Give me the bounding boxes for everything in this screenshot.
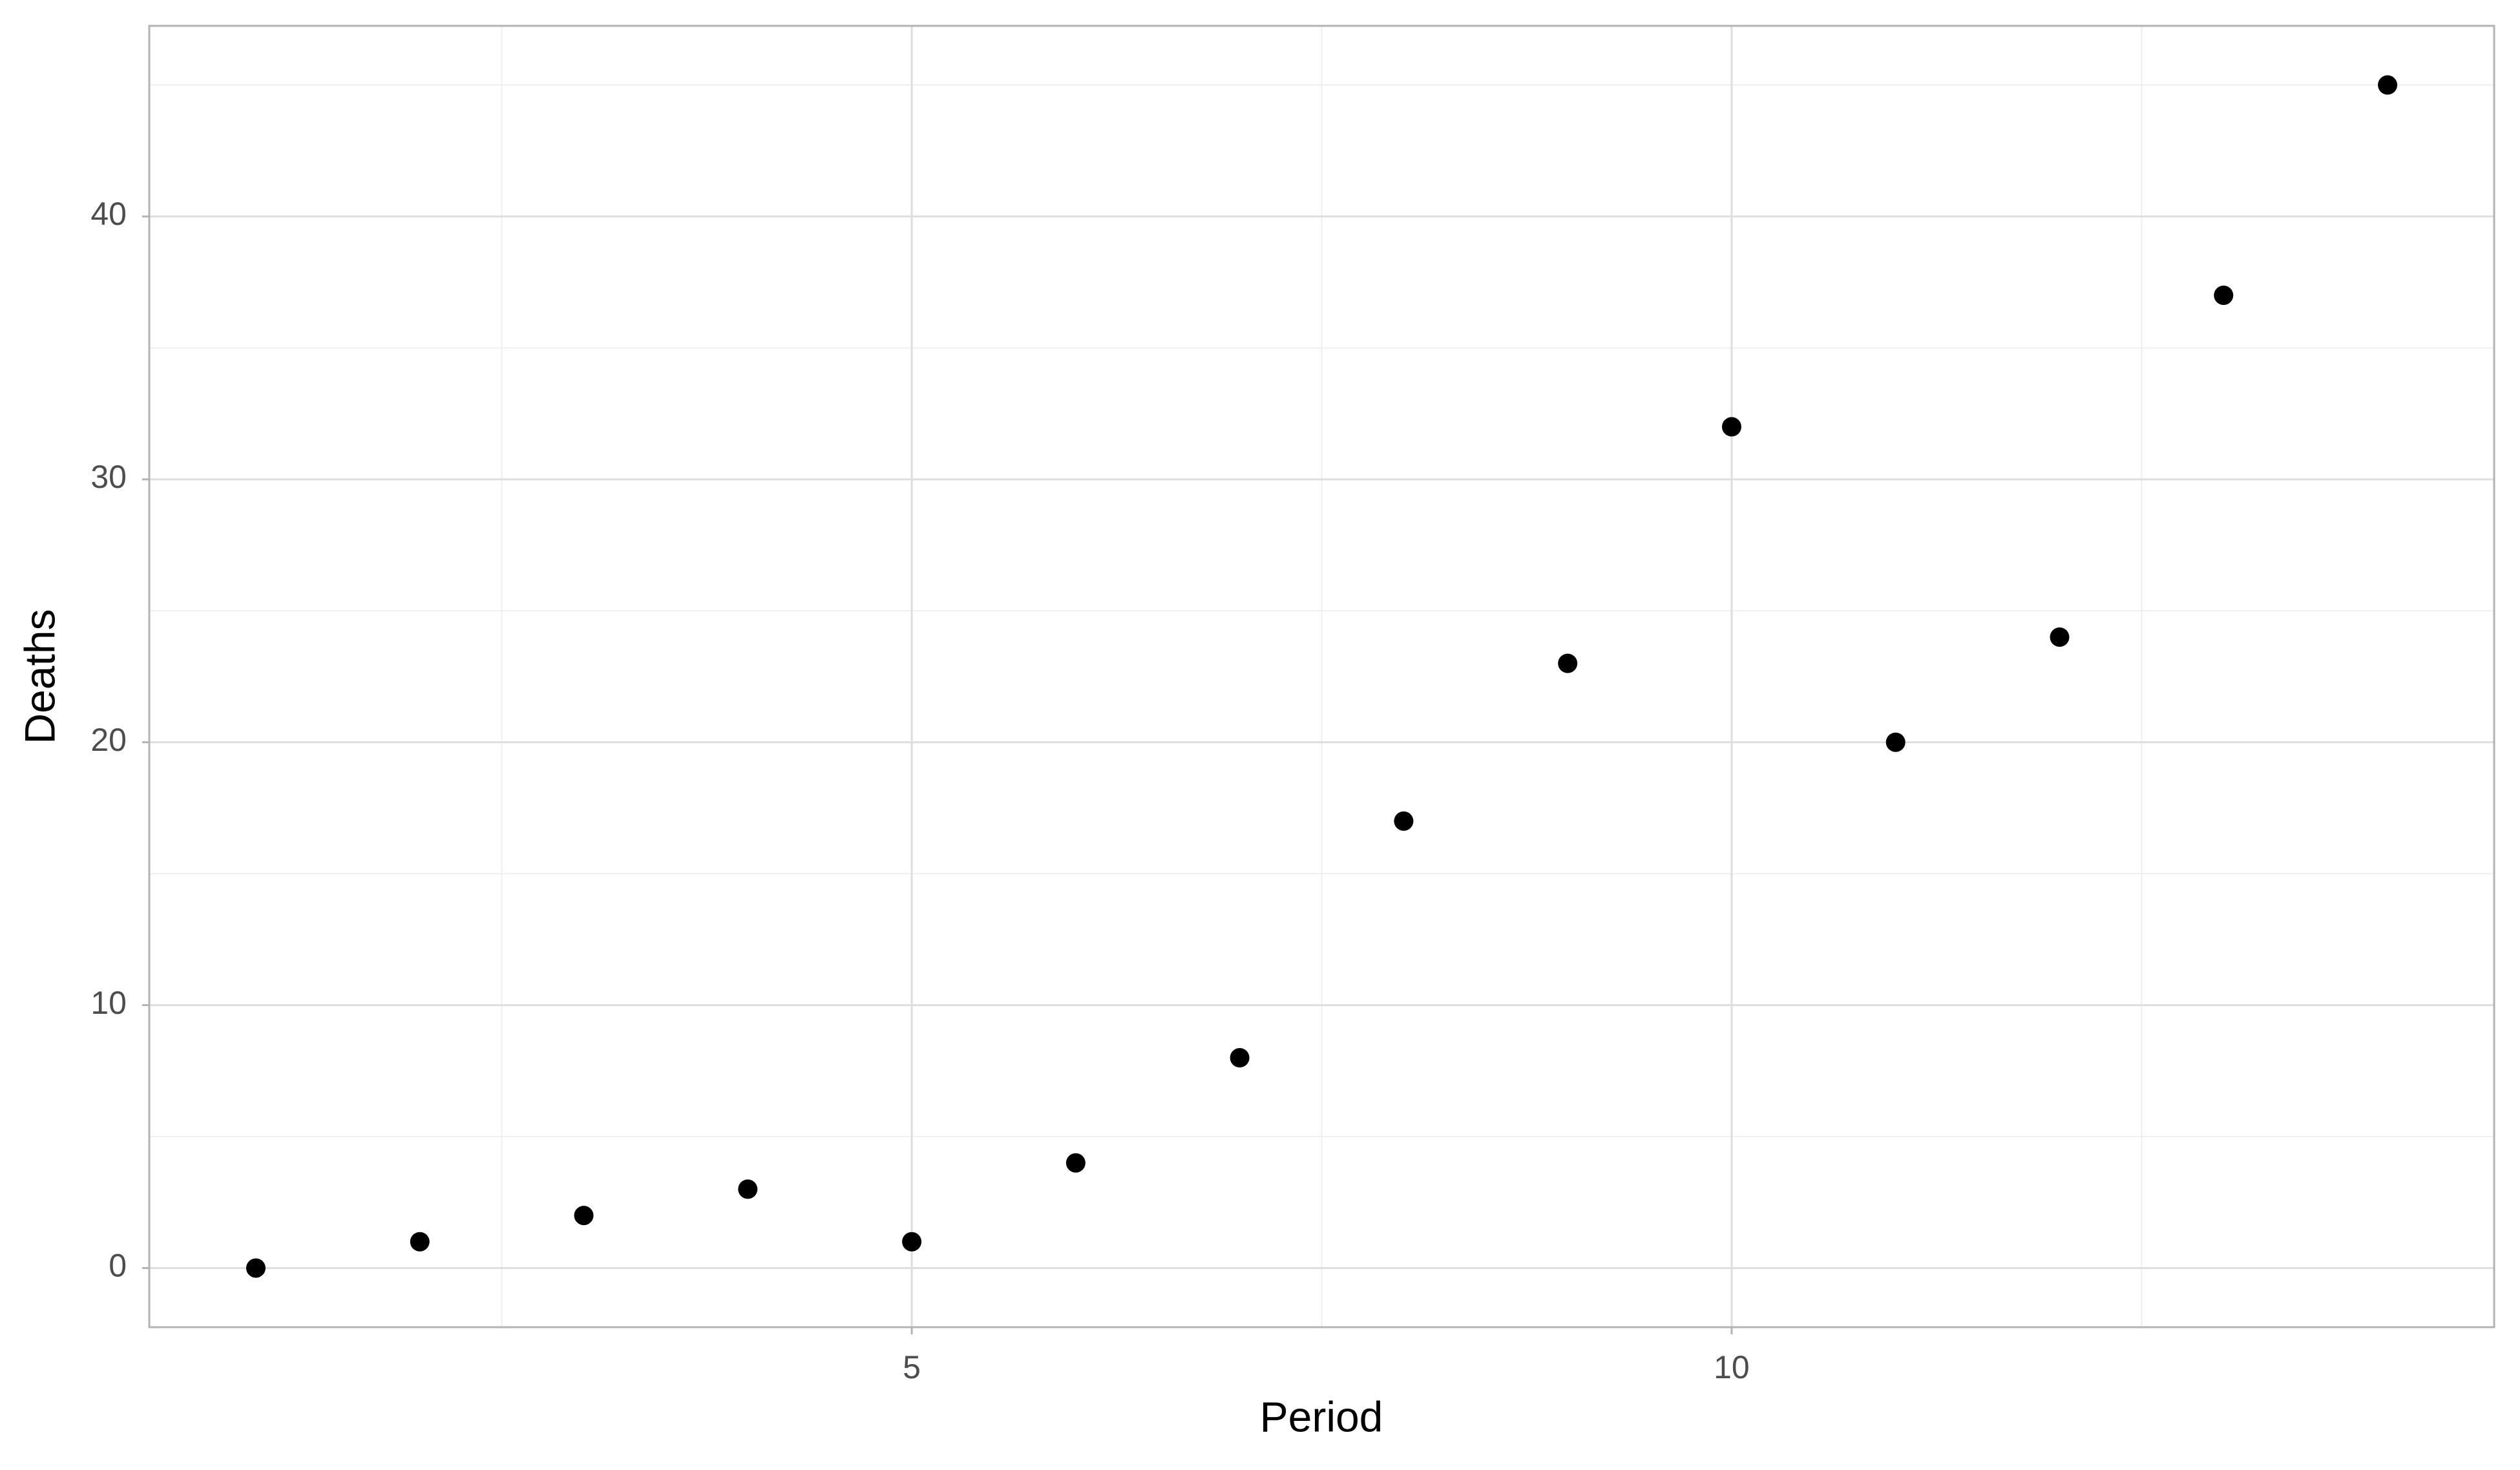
point [1394, 811, 1414, 831]
y-tick-label: 30 [90, 459, 127, 495]
points [246, 75, 2398, 1278]
y-tick-label: 0 [109, 1248, 127, 1284]
point [902, 1232, 922, 1252]
point [2378, 75, 2398, 95]
x-axis-title: Period [1260, 1392, 1383, 1440]
point [410, 1232, 430, 1252]
panel-border [148, 25, 2495, 1328]
y-tick-label: 20 [90, 722, 127, 758]
y-tick-label: 10 [90, 985, 127, 1021]
point [2214, 286, 2234, 306]
x-tick-label: 10 [1714, 1349, 1750, 1385]
point [2050, 627, 2070, 647]
x-tick-label: 5 [903, 1349, 921, 1385]
point [1885, 732, 1906, 752]
point [1066, 1153, 1086, 1173]
point [1558, 653, 1578, 673]
point [738, 1179, 758, 1199]
point [246, 1258, 266, 1278]
point [1721, 417, 1741, 437]
grid [149, 26, 2494, 1327]
y-tick-label: 40 [90, 196, 127, 232]
point [574, 1206, 594, 1226]
point [1230, 1047, 1250, 1067]
y-axis-title: Deaths [16, 609, 63, 744]
